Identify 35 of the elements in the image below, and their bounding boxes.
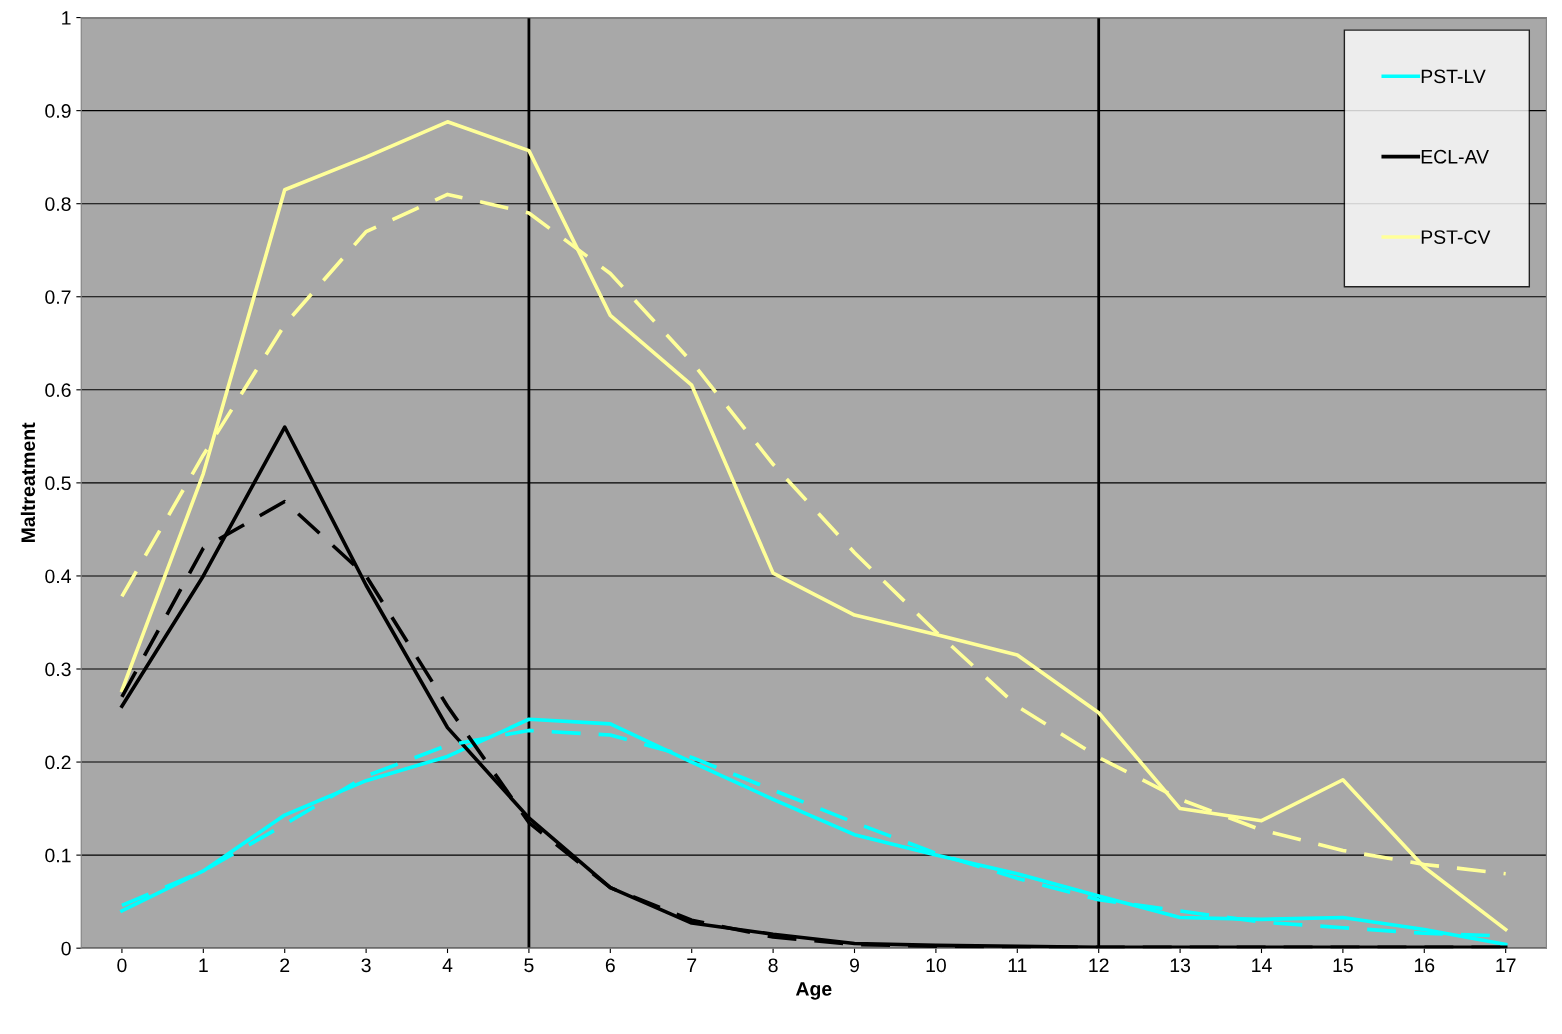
y-tick-label: 0.4 [45, 569, 71, 584]
y-tick-label: 0.7 [45, 290, 71, 304]
y-tick-label: 0.9 [45, 104, 71, 118]
y-tick-label: 1 [62, 11, 71, 25]
y-tick-label: 0.5 [45, 476, 71, 491]
y-tick-label: 0.1 [45, 848, 71, 863]
x-tick-label: 7 [687, 958, 697, 972]
y-tick-label: 0 [61, 941, 71, 956]
x-tick-label: 8 [768, 958, 778, 973]
x-tick-label: 10 [926, 958, 946, 973]
x-tick-label: 11 [1008, 958, 1027, 972]
x-tick-label: 0 [117, 958, 127, 973]
x-tick-label: 4 [442, 958, 453, 972]
x-tick-label: 5 [524, 958, 534, 973]
y-tick-label: 0.8 [45, 197, 71, 211]
x-tick-label: 14 [1252, 958, 1272, 972]
y-tick-label: 0.3 [45, 662, 71, 677]
x-tick-label: 3 [361, 958, 371, 973]
x-axis-title: Age [795, 982, 832, 1000]
legend-label: ECL-AV [1421, 149, 1489, 164]
x-tick-label: 17 [1496, 958, 1516, 972]
legend-label: PST-CV [1421, 230, 1491, 244]
y-axis-title: Maltreatment [20, 422, 36, 543]
x-tick-label: 6 [605, 958, 615, 973]
x-tick-label: 2 [280, 958, 290, 972]
y-tick-label: 0.2 [45, 755, 71, 770]
x-tick-label: 13 [1170, 958, 1191, 973]
x-tick-label: 9 [850, 958, 859, 973]
x-tick-label: 15 [1333, 958, 1353, 973]
line-series [120, 120, 1508, 932]
x-tick-label: 16 [1414, 958, 1435, 973]
y-tick-label: 0.6 [45, 383, 71, 398]
x-tick-label: 1 [199, 958, 208, 972]
x-tick-label: 12 [1089, 958, 1109, 972]
legend-label: PST-LV [1421, 69, 1486, 84]
